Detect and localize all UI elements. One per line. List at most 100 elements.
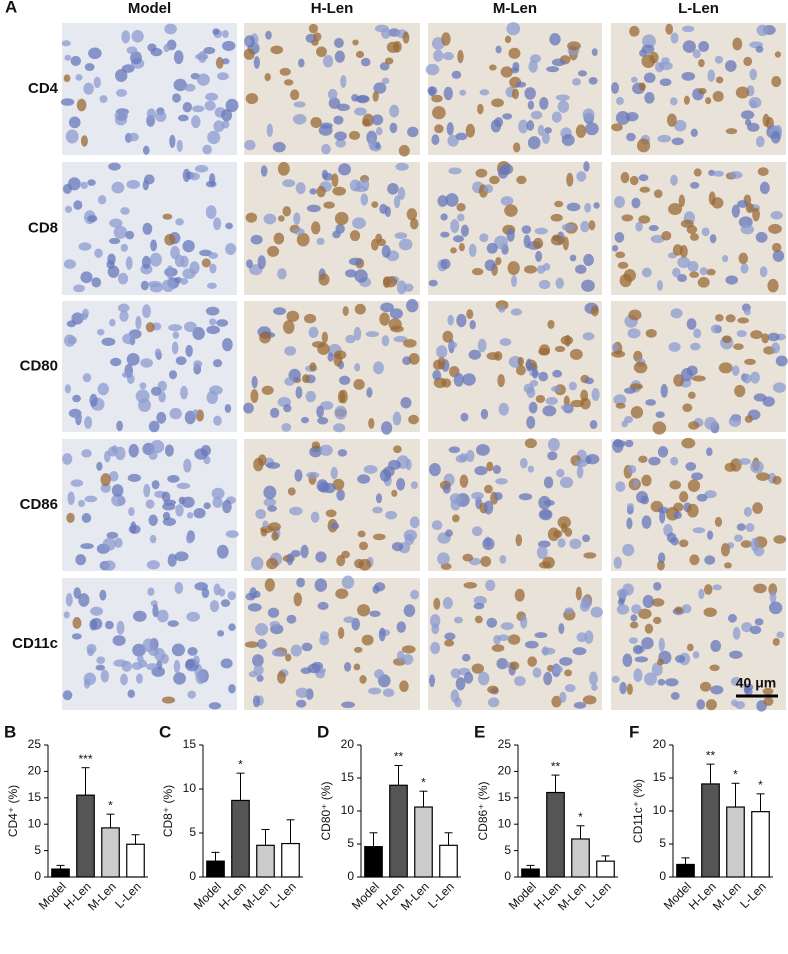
cell	[298, 58, 305, 68]
cell	[474, 465, 488, 476]
cell	[772, 249, 785, 262]
x-tick-label: L-Len	[737, 879, 769, 911]
cell	[263, 498, 277, 507]
cell	[156, 609, 169, 623]
micrograph	[62, 162, 237, 295]
cell	[102, 537, 117, 551]
cell	[126, 353, 140, 366]
cell	[62, 690, 73, 701]
cell	[247, 603, 262, 612]
cell	[769, 601, 783, 615]
cell	[527, 136, 541, 150]
cell	[166, 265, 174, 280]
cell	[406, 298, 419, 313]
cell	[638, 608, 652, 619]
cell	[583, 161, 590, 172]
cell	[712, 584, 722, 591]
cell	[222, 337, 233, 352]
cell	[631, 604, 642, 614]
cell	[576, 171, 587, 182]
cell	[149, 252, 162, 267]
cell	[681, 437, 696, 449]
cell	[693, 328, 702, 339]
cell	[273, 307, 287, 316]
cell	[177, 114, 189, 122]
cell	[727, 613, 737, 623]
row-label: CD86	[20, 496, 58, 513]
cell	[772, 637, 780, 646]
cell	[355, 95, 369, 103]
cell	[301, 642, 313, 652]
cell	[712, 90, 724, 102]
bar	[521, 868, 540, 878]
cell	[535, 250, 543, 262]
cell	[353, 326, 362, 341]
cell	[705, 699, 717, 711]
cell	[316, 237, 325, 246]
cell	[250, 389, 259, 403]
micrograph	[244, 439, 420, 571]
cell	[336, 103, 350, 112]
cell	[487, 697, 500, 708]
cell	[685, 462, 697, 471]
cell	[187, 647, 198, 656]
cell	[191, 115, 201, 129]
cell	[529, 379, 539, 387]
cell	[384, 206, 391, 218]
cell	[442, 597, 453, 610]
cell	[696, 699, 706, 710]
cell	[730, 676, 742, 687]
cell	[72, 616, 82, 629]
cell	[75, 74, 83, 81]
cell	[398, 144, 410, 157]
y-tick-label: 10	[341, 803, 355, 817]
cell	[507, 261, 520, 275]
cell	[164, 233, 176, 246]
cell	[504, 204, 518, 217]
cell	[354, 303, 366, 315]
cell	[138, 398, 152, 413]
cell	[585, 122, 599, 136]
y-tick-label: 25	[498, 737, 512, 751]
micrograph	[243, 23, 420, 157]
cell	[536, 545, 548, 560]
cell	[68, 116, 81, 129]
y-tick-label: 15	[498, 790, 512, 804]
micrograph	[244, 575, 420, 710]
cell	[591, 388, 600, 401]
cell	[391, 541, 404, 552]
cell	[588, 220, 596, 231]
cell	[706, 530, 714, 540]
cell	[434, 124, 444, 134]
cell	[71, 633, 82, 640]
cell	[538, 495, 551, 510]
cell	[334, 50, 345, 63]
cell	[396, 477, 406, 491]
y-axis-label: CD86⁺ (%)	[476, 781, 490, 840]
cell	[504, 35, 512, 44]
cell	[629, 175, 639, 186]
cell	[653, 189, 663, 198]
cell	[389, 122, 398, 134]
cell	[454, 697, 462, 708]
cell	[295, 182, 306, 195]
cell	[303, 313, 317, 324]
cell	[87, 215, 98, 223]
cell	[72, 394, 81, 403]
cell	[710, 685, 724, 695]
cell	[152, 604, 159, 618]
cell	[564, 684, 576, 693]
cell	[515, 81, 527, 88]
cell	[205, 92, 219, 101]
cell	[205, 306, 220, 316]
cell	[772, 382, 787, 393]
cell	[366, 387, 373, 398]
cell	[463, 582, 478, 589]
cell	[293, 592, 302, 607]
cell	[216, 319, 229, 327]
cell	[545, 397, 558, 405]
cell	[652, 616, 662, 625]
cell	[564, 607, 574, 615]
cell	[580, 596, 593, 609]
